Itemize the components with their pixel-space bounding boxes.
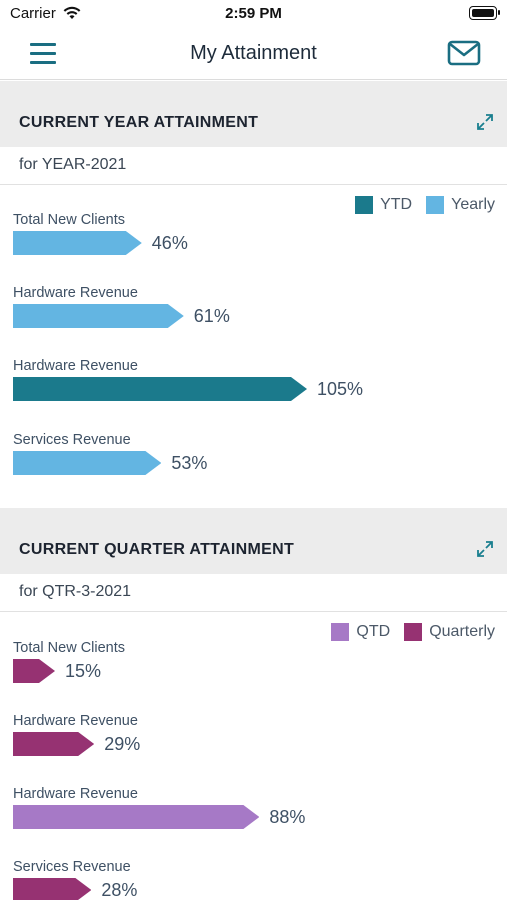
legend-label: QTD xyxy=(356,623,391,640)
bar-row[interactable]: Total New Clients 15% xyxy=(0,640,507,700)
bar-value-label: 29% xyxy=(104,734,141,754)
bar-row[interactable]: Hardware Revenue 29% xyxy=(0,713,507,773)
year-section-title: CURRENT YEAR ATTAINMENT xyxy=(19,114,259,131)
bar-category-label: Hardware Revenue xyxy=(13,285,138,301)
navigation-bar: My Attainment xyxy=(0,30,507,80)
menu-icon xyxy=(30,43,56,46)
status-bar: Carrier 2:59 PM xyxy=(0,0,507,30)
bar-category-label: Services Revenue xyxy=(13,432,131,448)
legend-swatch xyxy=(355,196,374,214)
bar-category-label: Hardware Revenue xyxy=(13,358,138,374)
carrier-label: Carrier xyxy=(10,5,56,22)
legend-swatch xyxy=(426,196,445,214)
bar-row[interactable]: Services Revenue 28% xyxy=(0,859,507,900)
legend-label: Quarterly xyxy=(429,623,495,640)
bar[interactable] xyxy=(13,659,55,683)
quarter-section-header: CURRENT QUARTER ATTAINMENT xyxy=(0,508,507,574)
bar[interactable] xyxy=(13,231,142,255)
quarter-chart-legend: QTD Quarterly xyxy=(317,621,495,643)
year-section-header: CURRENT YEAR ATTAINMENT xyxy=(0,81,507,147)
legend-label: YTD xyxy=(380,196,413,213)
bar-value-label: 28% xyxy=(101,880,138,900)
bar-value-label: 46% xyxy=(151,233,188,253)
legend-item-ytd: YTD xyxy=(355,196,412,214)
bar-category-label: Hardware Revenue xyxy=(13,786,138,802)
bar-value-label: 53% xyxy=(171,453,208,473)
legend-label: Yearly xyxy=(451,196,495,213)
page-title: My Attainment xyxy=(190,42,317,64)
quarter-section-title: CURRENT QUARTER ATTAINMENT xyxy=(19,541,295,558)
legend-item-yearly: Yearly xyxy=(426,196,495,214)
bar-row[interactable]: Services Revenue 53% xyxy=(0,432,507,492)
bar-row[interactable]: Hardware Revenue 88% xyxy=(0,786,507,846)
bar[interactable] xyxy=(13,451,161,475)
year-chart-legend: YTD Yearly xyxy=(341,194,495,216)
year-period-label: for YEAR-2021 xyxy=(19,156,127,173)
bar-value-label: 61% xyxy=(193,306,230,326)
expand-icon[interactable] xyxy=(475,112,495,132)
bar-row[interactable]: Hardware Revenue 61% xyxy=(0,285,507,345)
quarter-period-row: for QTR-3-2021 xyxy=(0,574,507,612)
bar-value-label: 88% xyxy=(269,807,306,827)
year-period-row: for YEAR-2021 xyxy=(0,147,507,185)
bar-category-label: Total New Clients xyxy=(13,212,126,228)
bar[interactable] xyxy=(13,805,259,829)
wifi-icon xyxy=(63,6,81,19)
legend-swatch xyxy=(404,623,423,641)
bar[interactable] xyxy=(13,377,307,401)
expand-icon[interactable] xyxy=(475,539,495,559)
bar[interactable] xyxy=(13,732,94,756)
mail-icon[interactable] xyxy=(447,40,481,66)
bar-row[interactable]: Total New Clients 46% xyxy=(0,212,507,272)
bar-category-label: Hardware Revenue xyxy=(13,713,138,729)
bar[interactable] xyxy=(13,878,91,900)
status-time: 2:59 PM xyxy=(225,5,282,22)
bar-value-label: 15% xyxy=(65,661,102,681)
legend-item-quarterly: Quarterly xyxy=(404,623,495,641)
legend-swatch xyxy=(331,623,350,641)
quarter-period-label: for QTR-3-2021 xyxy=(19,583,132,600)
bar[interactable] xyxy=(13,304,184,328)
bar-category-label: Total New Clients xyxy=(13,640,126,656)
bar-row[interactable]: Hardware Revenue 105% xyxy=(0,358,507,418)
menu-button[interactable] xyxy=(30,40,58,66)
legend-item-qtd: QTD xyxy=(331,623,390,641)
bar-category-label: Services Revenue xyxy=(13,859,131,875)
bar-value-label: 105% xyxy=(317,379,364,399)
battery-icon xyxy=(469,6,500,20)
